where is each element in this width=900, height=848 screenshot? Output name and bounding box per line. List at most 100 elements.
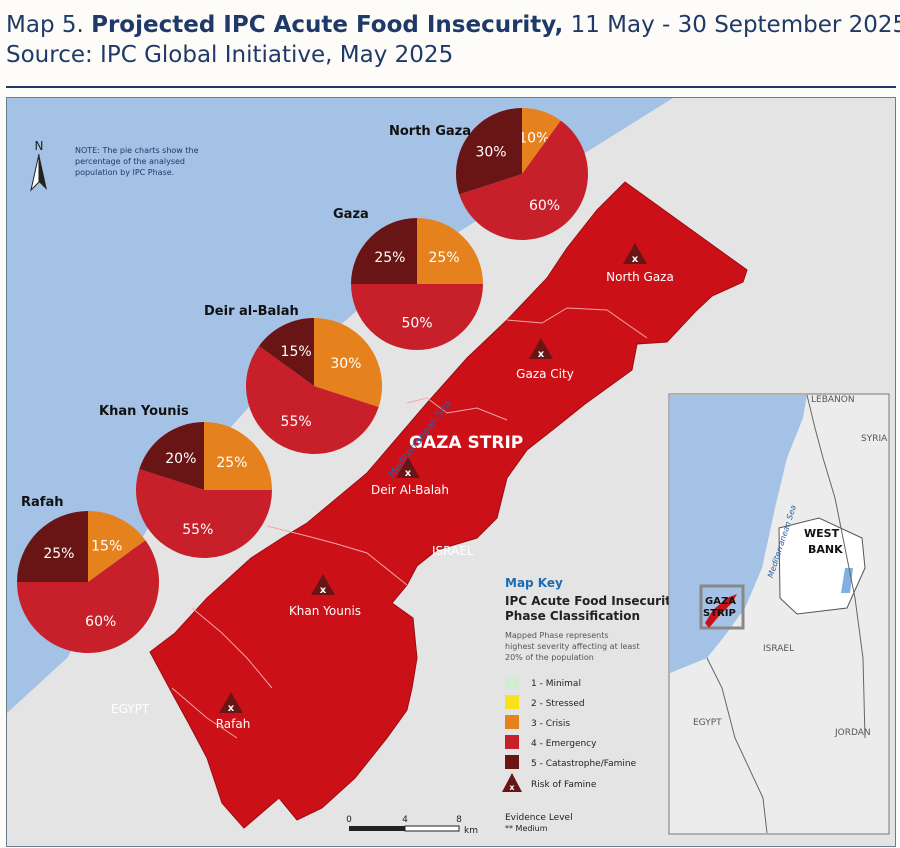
scale-unit: km [464, 826, 478, 836]
pie-slice [88, 511, 146, 582]
scale-tick-label: 0 [346, 815, 352, 825]
scale-tick-label: 8 [456, 815, 462, 825]
pie-slice [136, 468, 272, 558]
pie-title: Rafah [21, 495, 63, 510]
pie-slice [246, 346, 379, 454]
pie-value-label: 25% [216, 455, 247, 471]
region-label: GAZA STRIP [409, 433, 523, 453]
legend-subtitle: IPC Acute Food Insecurity [505, 594, 679, 608]
evidence-title: Evidence Level [505, 813, 573, 823]
pie-title: North Gaza [389, 124, 471, 139]
pie-slice [17, 511, 88, 582]
pie-slice [455, 108, 522, 195]
map-note: NOTE: The pie charts show the percentage… [75, 146, 199, 177]
legend-title: Map Key [505, 576, 563, 590]
legend-swatch-emergency [505, 735, 519, 749]
governorate-label-gaza-city: Gaza City [516, 367, 574, 381]
note-line: NOTE: The pie charts show the [75, 146, 199, 155]
pie-value-label: 15% [91, 538, 122, 554]
famine-marker-glyph: x [320, 585, 327, 596]
governorate-label-rafah: Rafah [216, 717, 251, 731]
pie-charts: 10% 60% 30% North Gaza 25% 50% 25% Gaza 30% 55% 15… [17, 108, 588, 653]
risk-marker-glyph: x [509, 783, 515, 792]
country-label-egypt: EGYPT [111, 702, 150, 716]
inset-label-jordan: JORDAN [834, 728, 871, 738]
pie-value-label: 30% [330, 356, 361, 372]
pie-value-label: 25% [43, 546, 74, 562]
legend-description: highest severity affecting at least [505, 642, 640, 651]
legend-label: 5 - Catastrophe/Famine [531, 759, 637, 769]
famine-marker-glyph: x [228, 703, 235, 714]
pie-slice [314, 318, 382, 408]
pie-slice [17, 540, 159, 653]
map-period: 11 May - 30 September 2025 [570, 12, 900, 38]
legend-label: 1 - Minimal [531, 679, 581, 689]
pie-slice [417, 218, 483, 284]
evidence-value: ** Medium [505, 824, 548, 833]
map-frame: GAZA STRIP Mediterranean Sea ISRAEL EGYP… [6, 97, 896, 847]
legend-risk-label: Risk of Famine [531, 780, 597, 790]
map-title-main: Projected IPC Acute Food Insecurity, [91, 12, 564, 38]
pie-slice [351, 218, 417, 284]
pie-slice [258, 318, 314, 386]
risk-of-famine-icon [502, 773, 522, 792]
north-arrow: N [30, 139, 47, 192]
pie-value-label: 25% [429, 250, 460, 266]
pie-value-label: 30% [475, 144, 506, 160]
famine-marker-glyph: x [538, 349, 545, 360]
legend-description: 20% of the population [505, 653, 594, 662]
pie-title: Khan Younis [99, 404, 189, 419]
legend-swatch-minimal [505, 675, 519, 689]
pie-value-label: 60% [85, 614, 116, 630]
pie-value-label: 60% [529, 198, 560, 214]
famine-marker-north-gaza: x North Gaza [606, 243, 674, 284]
pie-value-label: 10% [518, 131, 549, 147]
north-arrow-icon [39, 154, 47, 190]
famine-marker-rafah: x Rafah [216, 692, 251, 731]
legend-swatch-stressed [505, 695, 519, 709]
country-label-israel: ISRAEL [432, 544, 474, 558]
note-line: population by IPC Phase. [75, 168, 174, 177]
scale-bar: 0 4 8 km [346, 815, 478, 836]
map-title: Map 5. Projected IPC Acute Food Insecuri… [6, 10, 900, 70]
governorate-label-deir-al-balah: Deir Al-Balah [371, 483, 449, 497]
inset-label-syria: SYRIA [861, 434, 888, 444]
pie-slice [459, 120, 588, 240]
pie-value-label: 50% [401, 315, 432, 331]
pie-value-label: 20% [165, 451, 196, 467]
map-source: Source: IPC Global Initiative, May 2025 [6, 42, 454, 68]
legend-subtitle: Phase Classification [505, 609, 640, 623]
inset-label-israel: ISRAEL [763, 644, 794, 654]
legend-description: Mapped Phase represents [505, 631, 609, 640]
pie-slice [139, 422, 204, 490]
pie-slice [351, 284, 483, 350]
pie-slice [204, 422, 272, 490]
famine-marker-gaza-city: x Gaza City [516, 338, 574, 381]
sea-area [7, 98, 673, 713]
scale-tick-label: 4 [402, 815, 408, 825]
title-rule [6, 86, 896, 88]
note-line: percentage of the analysed [75, 157, 185, 166]
locator-inset: LEBANON SYRIA WEST BANK GAZA STRIP ISRAE… [668, 393, 890, 835]
pie-value-label: 55% [182, 522, 213, 538]
pie-value-label: 55% [281, 414, 312, 430]
legend-swatch-famine [505, 755, 519, 769]
legend-label: 2 - Stressed [531, 699, 585, 709]
inset-label-lebanon: LEBANON [811, 395, 855, 405]
famine-marker-khan-younis: x Khan Younis [289, 574, 361, 618]
pie-slice [522, 108, 561, 174]
inset-label-strip: STRIP [703, 608, 736, 619]
inset-label-bank: BANK [808, 543, 843, 556]
pie-value-label: 25% [374, 250, 405, 266]
inset-label-egypt: EGYPT [693, 718, 722, 728]
famine-marker-glyph: x [405, 468, 412, 479]
governorate-label-north-gaza: North Gaza [606, 270, 674, 284]
famine-marker-glyph: x [632, 254, 639, 265]
map-number: Map 5. [6, 12, 84, 38]
legend-label: 4 - Emergency [531, 739, 597, 749]
pie-title: Gaza [333, 207, 369, 222]
inset-label-west: WEST [804, 527, 840, 540]
gaza-strip-area [149, 181, 748, 829]
map-legend: Map Key IPC Acute Food Insecurity Phase … [502, 576, 679, 833]
north-arrow-label: N [35, 139, 44, 153]
